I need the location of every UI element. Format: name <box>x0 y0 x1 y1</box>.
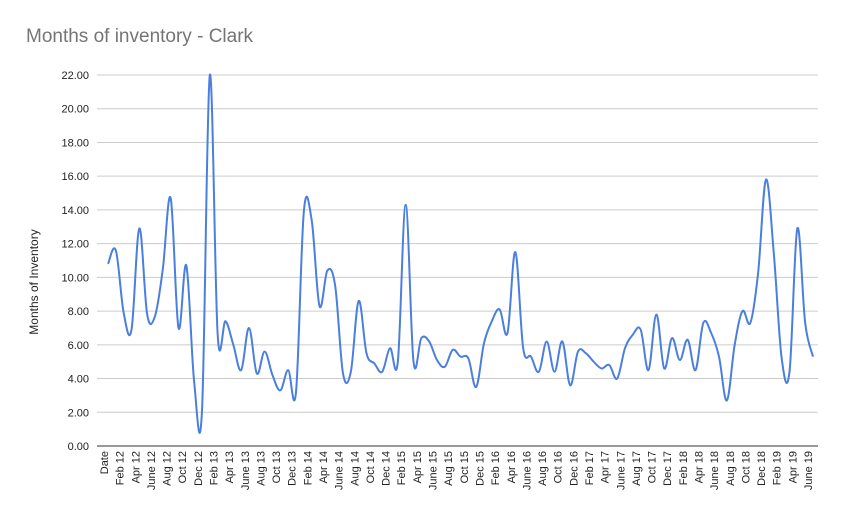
x-tick-label: Apr 16 <box>506 451 518 483</box>
y-tick-label: 22.00 <box>61 70 89 82</box>
x-tick-label: June 13 <box>240 451 252 490</box>
y-tick-label: 14.00 <box>61 205 89 217</box>
x-tick-label: Dec 15 <box>474 451 486 486</box>
x-tick-label: June 14 <box>334 451 346 490</box>
x-tick-label: Feb 17 <box>584 451 596 485</box>
x-tick-label: Oct 16 <box>553 451 565 483</box>
chart-title: Months of inventory - Clark <box>26 26 254 47</box>
x-tick-label: Apr 13 <box>224 451 236 483</box>
x-tick-label: Apr 17 <box>600 451 612 483</box>
x-tick-label: Aug 13 <box>255 451 267 486</box>
y-tick-label: 0.00 <box>68 441 89 453</box>
y-axis-ticks: 0.00 2.00 4.00 6.00 8.00 10.00 12.00 14.00 16.00… <box>61 70 89 453</box>
x-tick-label: Apr 19 <box>787 451 799 483</box>
y-tick-label: 6.00 <box>68 340 89 352</box>
x-tick-label: Feb 16 <box>490 451 502 485</box>
x-tick-label: Oct 15 <box>459 451 471 483</box>
x-tick-label: June 18 <box>709 451 721 490</box>
x-tick-label: Feb 13 <box>209 451 221 485</box>
x-tick-label: Oct 18 <box>740 451 752 483</box>
y-tick-label: 16.00 <box>61 171 89 183</box>
x-tick-label: June 17 <box>615 451 627 490</box>
x-tick-label: Feb 18 <box>678 451 690 485</box>
x-tick-label: June 16 <box>521 451 533 490</box>
x-tick-label: Aug 15 <box>443 451 455 486</box>
y-tick-label: 12.00 <box>61 239 89 251</box>
x-tick-label: Apr 15 <box>412 451 424 483</box>
y-tick-label: 10.00 <box>61 272 89 284</box>
x-tick-label: Oct 13 <box>271 451 283 483</box>
x-tick-label: Dec 13 <box>287 451 299 486</box>
x-tick-label: Aug 12 <box>162 451 174 486</box>
x-tick-label: Apr 14 <box>318 451 330 483</box>
x-tick-label: Feb 15 <box>396 451 408 485</box>
y-axis-title: Months of Inventory <box>27 229 41 334</box>
x-tick-label: Oct 12 <box>177 451 189 483</box>
x-tick-label: Aug 18 <box>725 451 737 486</box>
x-tick-label: Apr 18 <box>693 451 705 483</box>
y-tick-label: 18.00 <box>61 137 89 149</box>
y-tick-label: 2.00 <box>68 407 89 419</box>
x-tick-label: Aug 16 <box>537 451 549 486</box>
x-tick-label: Dec 14 <box>381 451 393 486</box>
x-tick-label: Aug 14 <box>349 451 361 486</box>
x-axis-ticks: Date Feb 12 Apr 12 June 12 Aug 12 Oct 12 Dec 1… <box>99 451 815 490</box>
series-line <box>107 73 814 434</box>
x-tick-label: Feb 14 <box>302 451 314 485</box>
x-tick-label: Dec 18 <box>756 451 768 486</box>
x-tick-label: Feb 12 <box>115 451 127 485</box>
x-tick-label: Dec 16 <box>568 451 580 486</box>
x-tick-label: June 19 <box>803 451 815 490</box>
x-tick-label: Dec 17 <box>662 451 674 486</box>
x-tick-label: Feb 19 <box>772 451 784 485</box>
y-tick-label: 8.00 <box>68 306 89 318</box>
x-tick-label: Aug 17 <box>631 451 643 486</box>
y-tick-label: 20.00 <box>61 104 89 116</box>
x-tick-label: Oct 14 <box>365 451 377 483</box>
series-group <box>107 73 814 434</box>
x-tick-label: Date <box>99 451 111 474</box>
x-tick-label: Dec 12 <box>193 451 205 486</box>
gridlines <box>97 74 818 447</box>
x-tick-label: June 12 <box>146 451 158 490</box>
x-tick-label: Apr 12 <box>130 451 142 483</box>
x-tick-label: June 15 <box>428 451 440 490</box>
x-tick-label: Oct 17 <box>647 451 659 483</box>
y-tick-label: 4.00 <box>68 374 89 386</box>
